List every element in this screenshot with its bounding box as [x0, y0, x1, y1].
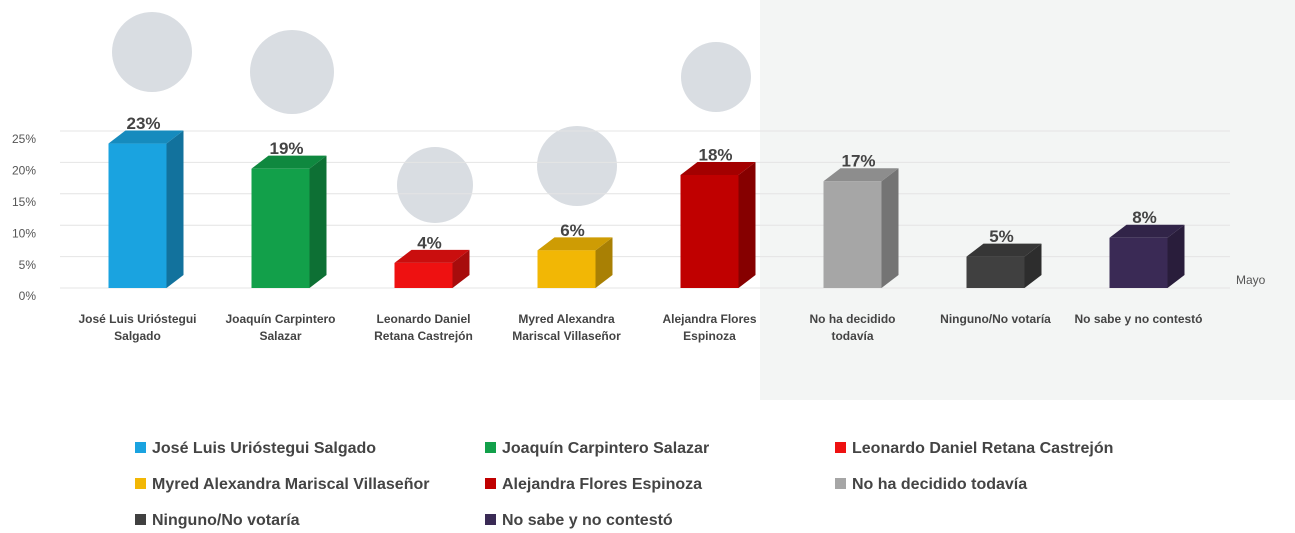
- bar-side: [595, 237, 613, 288]
- x-tick-label: Alejandra Flores Espinoza: [662, 312, 757, 343]
- legend-label: Leonardo Daniel Retana Castrejón: [852, 440, 1114, 457]
- y-tick-label: 5%: [19, 258, 37, 272]
- legend-label: José Luis Urióstegui Salgado: [152, 440, 377, 457]
- legend-entry: Leonardo Daniel Retana Castrejón: [835, 440, 1113, 458]
- legend-entry: No sabe y no contestó: [485, 512, 673, 530]
- bar: [823, 181, 882, 288]
- legend-swatch: [835, 442, 846, 453]
- legend-entry: Myred Alexandra Mariscal Villaseñor: [135, 476, 429, 494]
- bar-top: [394, 249, 470, 263]
- value-label: 17%: [841, 152, 875, 171]
- value-label: 6%: [560, 221, 585, 240]
- legend-swatch: [485, 514, 496, 525]
- y-tick-label: 10%: [12, 226, 36, 240]
- bar: [680, 174, 739, 288]
- x-tick-label: Myred Alexandra Mariscal Villaseñor: [512, 312, 621, 343]
- bar-side: [881, 168, 899, 288]
- x-tick-label: No sabe y no contestó: [1074, 312, 1203, 326]
- x-tick-label: Ninguno/No votaría: [940, 312, 1051, 326]
- legend-entry: Alejandra Flores Espinoza: [485, 476, 702, 494]
- bar: [394, 262, 453, 288]
- bar: [251, 168, 310, 288]
- bar-top: [823, 168, 899, 182]
- x-axis-label: Mayo: [1236, 273, 1266, 287]
- legend-swatch: [135, 514, 146, 525]
- bar-side: [166, 130, 184, 288]
- legend-entry: No ha decidido todavía: [835, 476, 1027, 494]
- y-tick-label: 15%: [12, 195, 36, 209]
- bar-side: [1167, 224, 1185, 288]
- value-label: 19%: [269, 139, 303, 158]
- legend-swatch: [135, 478, 146, 489]
- x-tick-label: José Luis Urióstegui Salgado: [78, 312, 197, 343]
- legend-label: No sabe y no contestó: [502, 512, 673, 529]
- photo: [681, 42, 751, 112]
- value-label: 23%: [126, 114, 160, 133]
- legend-label: No ha decidido todavía: [852, 476, 1028, 493]
- bar-side: [738, 161, 756, 288]
- bar: [1109, 237, 1168, 288]
- legend-entry: Joaquín Carpintero Salazar: [485, 440, 709, 458]
- value-label: 18%: [698, 145, 732, 164]
- bar-top: [966, 243, 1042, 257]
- bar: [537, 250, 596, 288]
- bar-side: [1024, 243, 1042, 288]
- bar-top: [680, 161, 756, 175]
- bar-top: [537, 237, 613, 251]
- photo: [112, 12, 192, 92]
- bar-side: [452, 249, 470, 288]
- y-tick-label: 20%: [12, 164, 36, 178]
- legend-swatch: [835, 478, 846, 489]
- legend-label: Alejandra Flores Espinoza: [502, 476, 703, 493]
- x-tick-label: Joaquín Carpintero Salazar: [225, 312, 336, 343]
- bar-top: [251, 155, 327, 169]
- y-tick-label: 25%: [12, 132, 36, 146]
- photo: [250, 30, 334, 114]
- bar-top: [1109, 224, 1185, 238]
- legend-swatch: [485, 478, 496, 489]
- bar: [108, 143, 167, 288]
- legend-swatch: [135, 442, 146, 453]
- photo: [397, 147, 473, 223]
- x-tick-label: Leonardo Daniel Retana Castrejón: [374, 312, 473, 343]
- x-tick-label: No ha decidido todavía: [809, 312, 896, 343]
- value-label: 8%: [1132, 208, 1157, 227]
- bar: [966, 256, 1025, 288]
- bar-side: [309, 155, 327, 288]
- photo: [537, 126, 617, 206]
- bar-top: [108, 130, 184, 144]
- legend-entry: José Luis Urióstegui Salgado: [135, 440, 376, 458]
- y-tick-label: 0%: [19, 289, 37, 303]
- legend-label: Myred Alexandra Mariscal Villaseñor: [152, 476, 430, 493]
- legend-label: Ninguno/No votaría: [152, 512, 300, 529]
- value-label: 5%: [989, 227, 1014, 246]
- value-label: 4%: [417, 233, 442, 252]
- legend-entry: Ninguno/No votaría: [135, 512, 300, 530]
- legend-swatch: [485, 442, 496, 453]
- legend-label: Joaquín Carpintero Salazar: [502, 440, 710, 457]
